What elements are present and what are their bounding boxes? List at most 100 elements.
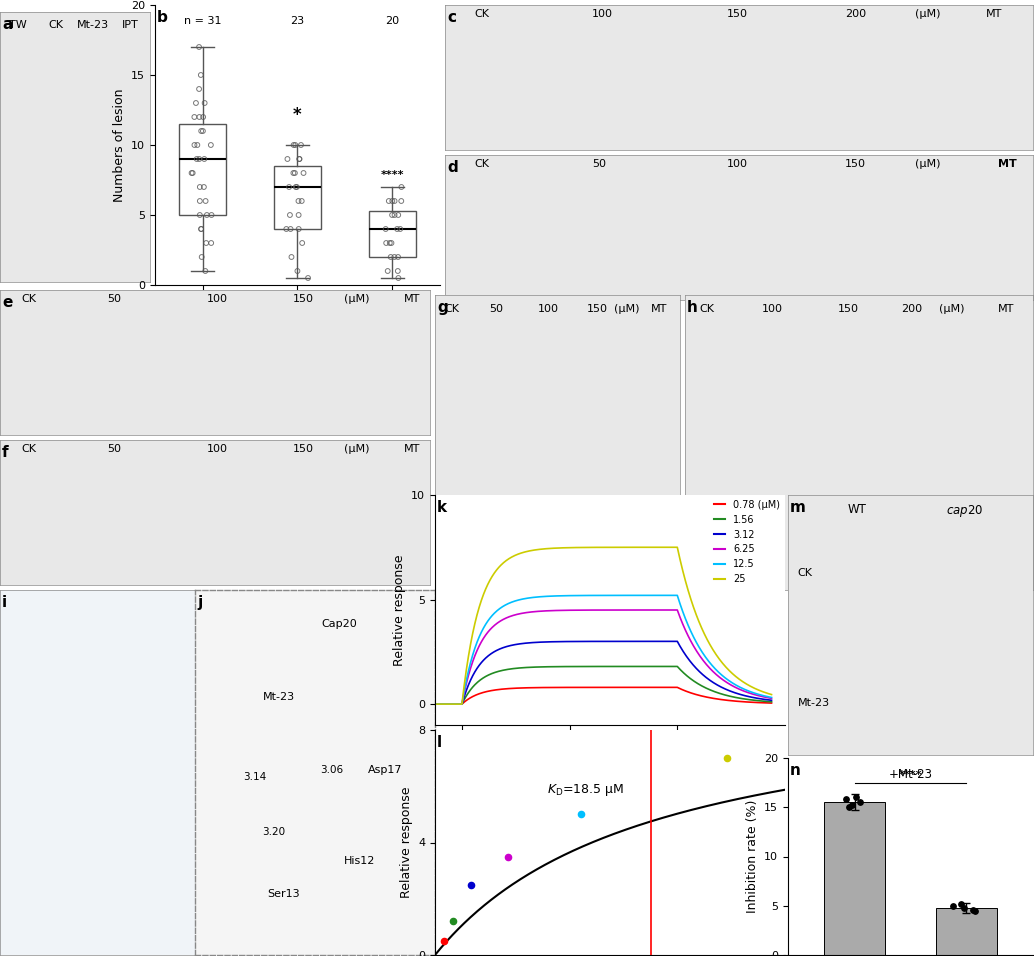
Point: [283, 250, 300, 265]
Point: [281, 207, 298, 223]
Point: [186, 109, 203, 124]
Text: CK: CK: [798, 568, 813, 577]
Point: [197, 263, 214, 278]
Point: [187, 96, 204, 111]
Text: 23: 23: [291, 16, 305, 26]
Text: h: h: [687, 300, 698, 315]
Text: (μM): (μM): [344, 294, 369, 304]
25: [655, 541, 667, 553]
Y-axis label: Numbers of lesion: Numbers of lesion: [113, 88, 125, 202]
Text: 50: 50: [108, 294, 122, 304]
3.12: [655, 636, 667, 647]
Point: [719, 750, 735, 766]
Text: CK: CK: [48, 20, 63, 30]
3.12: [653, 636, 666, 647]
Text: a: a: [2, 17, 12, 32]
Text: 50: 50: [108, 445, 122, 454]
Point: [195, 180, 212, 195]
Text: $K_\mathrm{D}$=18.5 μM: $K_\mathrm{D}$=18.5 μM: [547, 782, 625, 798]
Text: MT: MT: [986, 10, 1002, 19]
Point: [193, 123, 210, 139]
Point: [965, 902, 981, 918]
Text: MT: MT: [404, 445, 421, 454]
Point: [389, 222, 405, 237]
Point: [290, 263, 306, 278]
25: [760, 687, 772, 699]
12.5: [765, 692, 778, 704]
Point: [841, 799, 857, 815]
1.56: [765, 696, 778, 707]
Point: [390, 263, 406, 278]
Text: f: f: [2, 445, 8, 460]
Text: CK: CK: [22, 294, 36, 304]
Text: 200: 200: [901, 304, 922, 314]
Text: 150: 150: [845, 160, 865, 169]
12.5: [429, 698, 442, 709]
Text: (μM): (μM): [939, 304, 965, 314]
Point: [191, 151, 208, 166]
Text: ****: ****: [899, 770, 922, 780]
25: [570, 542, 582, 554]
Text: MT: MT: [650, 304, 667, 314]
Text: +Mt-23: +Mt-23: [888, 768, 933, 781]
0.78: [655, 682, 667, 693]
3.12: [429, 698, 442, 709]
3.12: [570, 636, 582, 647]
Bar: [936, 907, 997, 955]
Text: ****: ****: [381, 170, 404, 180]
Point: [189, 138, 206, 153]
Text: 100: 100: [727, 160, 749, 169]
Point: [377, 222, 394, 237]
Point: [839, 792, 855, 807]
Text: 50: 50: [592, 160, 606, 169]
X-axis label: Time (s): Time (s): [584, 750, 636, 763]
Line: 6.25: 6.25: [435, 610, 771, 704]
Text: 100: 100: [207, 445, 227, 454]
Text: m: m: [790, 500, 805, 514]
1.56: [570, 661, 582, 672]
Text: CK: CK: [699, 304, 713, 314]
Text: 20: 20: [386, 16, 399, 26]
Point: [197, 235, 214, 250]
Point: [292, 151, 308, 166]
Point: [384, 235, 400, 250]
Text: i: i: [2, 595, 7, 610]
Text: 150: 150: [839, 304, 859, 314]
0.78: [671, 682, 683, 693]
12.5: [765, 691, 778, 703]
Point: [193, 222, 210, 237]
Text: Asp17: Asp17: [368, 765, 402, 775]
Point: [390, 271, 406, 286]
6.25: [570, 604, 582, 616]
Text: 100: 100: [592, 10, 613, 19]
Text: CK: CK: [475, 10, 489, 19]
25: [429, 698, 442, 709]
Text: Mt-23: Mt-23: [798, 698, 830, 707]
Text: 100: 100: [538, 304, 559, 314]
Point: [281, 180, 298, 195]
6.25: [765, 693, 778, 705]
Text: c: c: [447, 10, 456, 25]
Point: [387, 207, 403, 223]
Text: 3.14: 3.14: [243, 772, 266, 783]
Point: [386, 250, 402, 265]
PathPatch shape: [369, 211, 417, 257]
Point: [203, 138, 219, 153]
0.78: [760, 697, 772, 708]
Point: [196, 96, 213, 111]
Text: (μM): (μM): [915, 160, 941, 169]
Point: [848, 790, 864, 805]
1.56: [760, 696, 772, 707]
6.25: [479, 630, 491, 641]
Point: [377, 235, 394, 250]
Point: [384, 207, 400, 223]
Text: 3.12: 3.12: [805, 566, 829, 576]
6.25: [765, 692, 778, 704]
Y-axis label: Inhibition rate (%): Inhibition rate (%): [746, 800, 759, 913]
Point: [463, 877, 480, 892]
25: [479, 584, 491, 596]
0.78: [570, 682, 582, 693]
Text: IPT: IPT: [122, 20, 139, 30]
6.25: [671, 604, 683, 616]
Point: [183, 165, 200, 181]
